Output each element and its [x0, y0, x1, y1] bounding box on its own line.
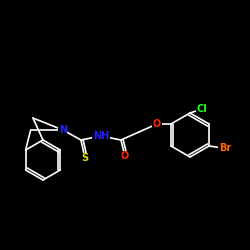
Text: NH: NH: [93, 131, 109, 141]
Text: O: O: [153, 119, 161, 129]
Text: O: O: [121, 151, 129, 161]
Text: Br: Br: [219, 143, 231, 153]
Text: N: N: [59, 125, 67, 135]
Text: S: S: [82, 153, 88, 163]
Text: Cl: Cl: [196, 104, 207, 114]
